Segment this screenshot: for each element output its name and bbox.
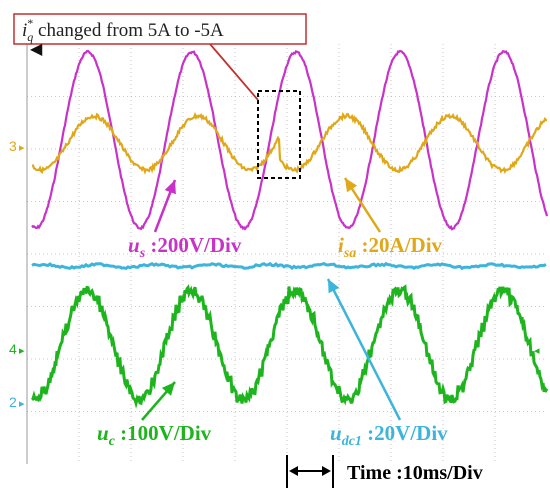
annotation-leader-line xyxy=(209,43,259,101)
annotation-box xyxy=(13,13,307,45)
channel-marker-4: 4 ▸ xyxy=(9,341,25,357)
trigger-arrow-icon: ◀ xyxy=(30,39,43,58)
series-us-trace xyxy=(31,49,549,231)
us-arrow-head xyxy=(164,180,176,195)
uc-arrow-head xyxy=(161,382,175,396)
svg-text:▸: ▸ xyxy=(19,344,25,357)
svg-text:▸: ▸ xyxy=(19,397,25,410)
svg-text:3: 3 xyxy=(9,138,17,154)
label-us: us :200V/Div xyxy=(128,233,242,261)
channel-marker-4-right-icon: ◂ xyxy=(534,344,540,357)
label-isa: isa :20A/Div xyxy=(338,233,443,261)
channel-marker-3: 3 ▸ xyxy=(9,138,25,154)
series-isa-trace xyxy=(31,111,548,175)
series-uc-trace xyxy=(30,284,549,409)
time-div-arrow-left-head xyxy=(289,466,298,476)
series-udc1-trace xyxy=(31,261,547,271)
time-div-arrow-right-head xyxy=(322,466,331,476)
time-scale-label: Time :10ms/Div xyxy=(347,462,483,484)
annotation-text: iq* changed from 5A to -5A xyxy=(22,16,224,44)
svg-text:4: 4 xyxy=(9,341,17,357)
isa-arrow-head xyxy=(345,178,358,193)
udc1-arrow-head xyxy=(328,279,340,294)
step-highlight-box xyxy=(257,90,301,179)
label-uc: uc :100V/Div xyxy=(97,421,212,449)
label-udc1: udc1 :20V/Div xyxy=(330,421,448,449)
svg-text:2: 2 xyxy=(9,394,17,410)
udc1-arrow-line xyxy=(326,278,402,421)
grid xyxy=(26,44,547,464)
channel-marker-2: 2 ▸ xyxy=(9,394,25,410)
label-arrows xyxy=(141,177,402,421)
svg-text:▸: ▸ xyxy=(19,141,25,154)
